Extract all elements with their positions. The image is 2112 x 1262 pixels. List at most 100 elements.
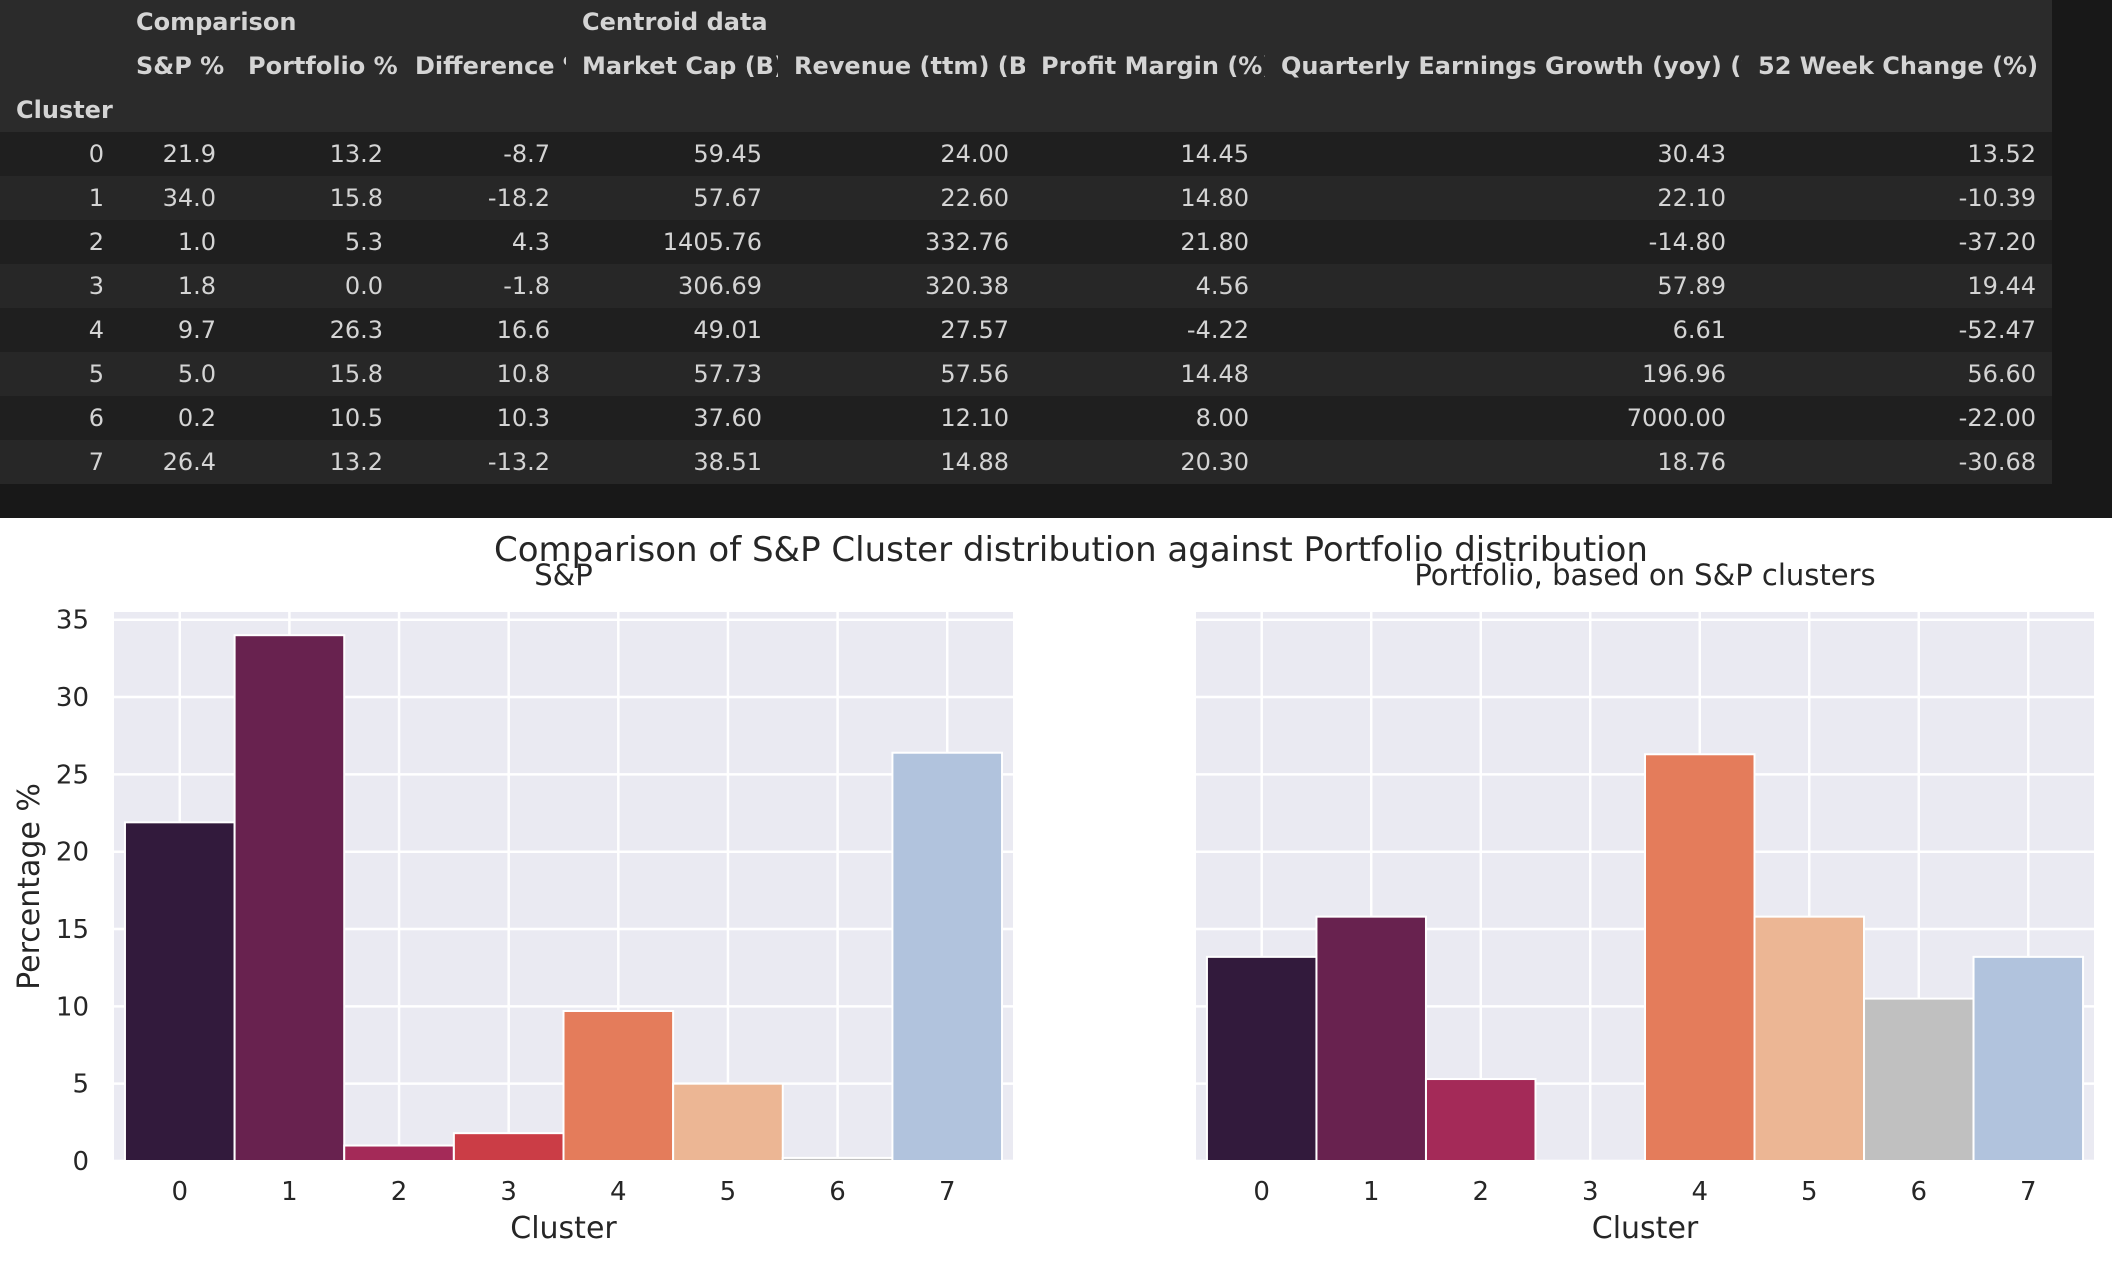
table-row: 0 21.9 13.2 -8.7 59.45 24.00 14.45 30.43 13.52 <box>0 132 2053 176</box>
table-cell: 57.67 <box>693 184 763 212</box>
bar-cluster-1 <box>1315 915 1427 1162</box>
row-index-cell: 4 <box>88 316 104 344</box>
table-cell: 8.00 <box>1195 404 1250 432</box>
table-cell: 16.6 <box>496 316 551 344</box>
table-cell: 4.3 <box>511 228 551 256</box>
table-row: 5 5.0 15.8 10.8 57.73 57.56 14.48 196.96 56.60 <box>0 352 2053 396</box>
table-cell: 6.61 <box>1672 316 1727 344</box>
table-cell: 10.3 <box>496 404 551 432</box>
y-axis-label: Percentage % <box>12 783 47 990</box>
x-tick-label: 0 <box>1253 1177 1270 1207</box>
table-cell: 7000.00 <box>1626 404 1727 432</box>
x-tick-label: 4 <box>1691 1177 1708 1207</box>
table-cell: 4.56 <box>1195 272 1250 300</box>
table-cell: 14.88 <box>940 448 1010 476</box>
table-cell: 20.30 <box>1180 448 1250 476</box>
row-index-cell: 7 <box>88 448 104 476</box>
y-tick-label: 35 <box>56 606 89 636</box>
x-axis-label: Cluster <box>1592 1211 1699 1246</box>
table-row: 1 34.0 15.8 -18.2 57.67 22.60 14.80 22.10 -10.39 <box>0 176 2053 220</box>
table-cell: 320.38 <box>925 272 1010 300</box>
group-header-row: Comparison Centroid data <box>0 0 2053 44</box>
table-cell: 15.8 <box>329 360 383 388</box>
table-cell: -52.47 <box>1958 316 2037 344</box>
bar-cluster-7 <box>891 751 1004 1162</box>
table-cell: 15.8 <box>329 184 383 212</box>
index-name-header: Cluster <box>16 96 113 124</box>
centroid-group-header: Centroid data <box>582 8 768 36</box>
x-tick-label: 6 <box>829 1177 846 1207</box>
table-cell: -14.80 <box>1648 228 1727 256</box>
blank-header-cell <box>0 0 120 44</box>
x-tick-label: 1 <box>1363 1177 1380 1207</box>
table-cell: 10.5 <box>329 404 383 432</box>
table-cell: 22.60 <box>940 184 1010 212</box>
row-index-cell: 6 <box>88 404 104 432</box>
table-row: 7 26.4 13.2 -13.2 38.51 14.88 20.30 18.76 -30.68 <box>0 440 2053 484</box>
table-row: 2 1.0 5.3 4.3 1405.76 332.76 21.80 -14.80 -37.20 <box>0 220 2053 264</box>
table-row: 3 1.8 0.0 -1.8 306.69 320.38 4.56 57.89 19.44 <box>0 264 2053 308</box>
table-cell: -4.22 <box>1186 316 1250 344</box>
y-tick-label: 10 <box>56 992 89 1022</box>
row-index-cell: 0 <box>88 140 104 168</box>
table-cell: 0.2 <box>177 404 216 432</box>
table-cell: 13.2 <box>329 140 383 168</box>
row-index-cell: 3 <box>88 272 104 300</box>
y-tick-label: 30 <box>56 683 89 713</box>
column-header: 52 Week Change (%) <box>1758 52 2039 80</box>
table-cell: -8.7 <box>503 140 551 168</box>
chart-title: S&P <box>534 558 593 592</box>
table-cell: 59.45 <box>693 140 763 168</box>
x-tick-label: 2 <box>391 1177 408 1207</box>
cluster-distribution-charts: Comparison of S&P Cluster distribution a… <box>12 530 2094 1246</box>
table-cell: 1.0 <box>177 228 216 256</box>
table-row: 4 9.7 26.3 16.6 49.01 27.57 -4.22 6.61 -52.47 <box>0 308 2053 352</box>
bar-cluster-4 <box>562 1009 675 1162</box>
portfolio-bar-chart: 0 1 2 3 4 5 6 7 Portfolio, based on S&P clusters… <box>1196 558 2094 1246</box>
table-cell: 34.0 <box>162 184 216 212</box>
table-cell: 10.8 <box>496 360 551 388</box>
table-cell: -13.2 <box>487 448 551 476</box>
table-cell: 21.80 <box>1180 228 1250 256</box>
dataframe-output: Comparison Centroid data S&P % Portfolio… <box>0 0 2112 518</box>
bar-cluster-3 <box>452 1132 565 1163</box>
table-cell: 196.96 <box>1642 360 1727 388</box>
table-cell: 12.10 <box>940 404 1010 432</box>
table-cell: 19.44 <box>1967 272 2037 300</box>
row-index-cell: 2 <box>88 228 104 256</box>
column-header: S&P % <box>136 52 225 80</box>
table-cell: 21.9 <box>162 140 216 168</box>
table-cell: 38.51 <box>693 448 763 476</box>
y-tick-label: 15 <box>56 915 89 945</box>
table-cell: 27.57 <box>940 316 1010 344</box>
bar-cluster-2 <box>343 1144 455 1163</box>
column-header: Profit Margin (%) <box>1041 52 1266 80</box>
table-cell: 14.45 <box>1180 140 1250 168</box>
table-cell: -18.2 <box>487 184 551 212</box>
column-header: Portfolio % <box>248 52 398 80</box>
table-cell: 26.3 <box>329 316 383 344</box>
table-cell: 26.4 <box>162 448 216 476</box>
bar-cluster-7 <box>1972 955 2085 1162</box>
table-cell: 14.48 <box>1180 360 1250 388</box>
column-header: Difference % <box>415 52 566 80</box>
row-index-cell: 5 <box>88 360 104 388</box>
bar-cluster-5 <box>1753 915 1866 1162</box>
table-cell: -30.68 <box>1958 448 2037 476</box>
table-cell: 56.60 <box>1967 360 2037 388</box>
comparison-group-header: Comparison <box>136 8 297 36</box>
y-tick-label: 5 <box>72 1070 89 1100</box>
x-tick-label: 2 <box>1472 1177 1489 1207</box>
table-cell: -10.39 <box>1958 184 2037 212</box>
x-tick-label: 7 <box>939 1177 956 1207</box>
table-cell: 1.8 <box>177 272 216 300</box>
table-cell: 5.0 <box>177 360 216 388</box>
table-cell: 332.76 <box>925 228 1010 256</box>
table-cell: 13.2 <box>329 448 383 476</box>
y-tick-label: 0 <box>72 1147 89 1177</box>
x-tick-label: 3 <box>1582 1177 1599 1207</box>
index-name-row: Cluster <box>0 88 2053 132</box>
x-tick-label: 1 <box>281 1177 298 1207</box>
cluster-dataframe-table: Comparison Centroid data S&P % Portfolio… <box>0 0 2053 484</box>
table-cell: 5.3 <box>344 228 383 256</box>
